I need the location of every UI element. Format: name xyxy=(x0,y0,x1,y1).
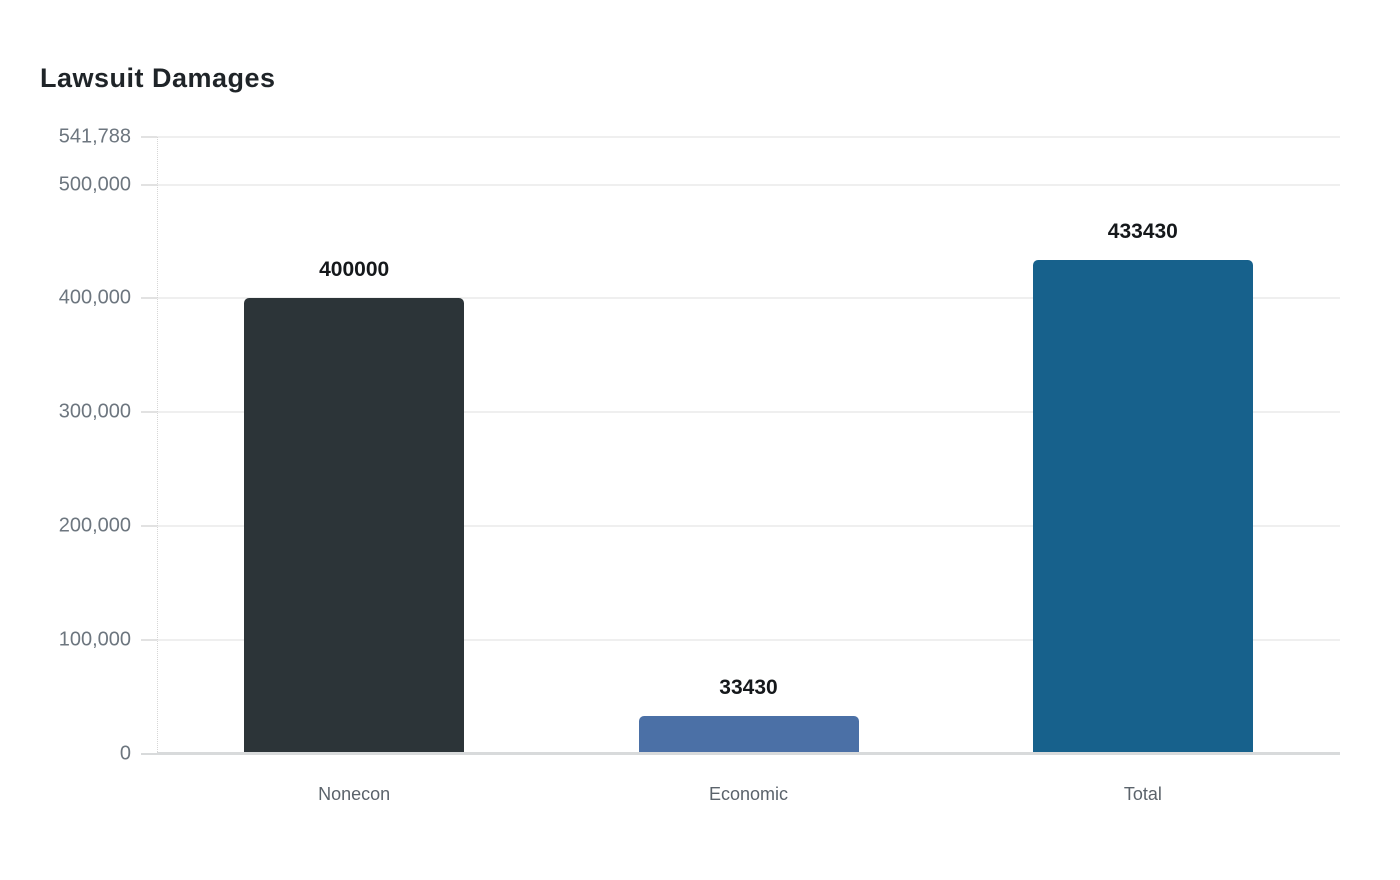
y-tick-label: 541,788 xyxy=(58,125,131,148)
y-tick-mark xyxy=(141,183,157,186)
bar-total[interactable] xyxy=(1032,260,1253,754)
x-axis-label: Economic xyxy=(708,784,789,804)
gridline xyxy=(157,525,1340,528)
x-axis-label: Total xyxy=(1123,784,1162,804)
x-axis-baseline xyxy=(157,752,1340,754)
y-axis-line xyxy=(157,137,158,754)
y-tick-mark xyxy=(141,525,157,528)
gridline xyxy=(157,136,1340,138)
y-tick-label: 400,000 xyxy=(58,286,131,309)
chart-title: Lawsuit Damages xyxy=(40,63,276,93)
plot-area: 0 100,000 200,000 300,000 400,000 500,000 541,… xyxy=(59,126,1340,804)
y-tick-label: 100,000 xyxy=(58,628,131,651)
gridline xyxy=(157,297,1340,300)
y-tick-label: 500,000 xyxy=(58,173,131,196)
y-tick-mark xyxy=(141,753,157,755)
y-tick-label: 300,000 xyxy=(58,400,131,423)
y-tick-mark xyxy=(141,411,157,414)
bar-nonecon[interactable] xyxy=(244,298,465,754)
gridline xyxy=(157,411,1340,414)
gridline xyxy=(157,183,1340,186)
y-tick-label: 0 xyxy=(119,742,131,765)
bar-value-label: 433430 xyxy=(1107,220,1178,244)
x-axis-label: Nonecon xyxy=(318,784,391,804)
y-tick-label: 200,000 xyxy=(58,514,131,537)
gridline xyxy=(157,753,1340,755)
bar-value-label: 33430 xyxy=(719,675,778,699)
bar-value-label: 400000 xyxy=(319,258,390,282)
bar-economic[interactable] xyxy=(638,715,859,754)
y-tick-mark xyxy=(141,136,157,138)
gridline xyxy=(157,639,1340,642)
y-tick-mark xyxy=(141,639,157,642)
y-tick-mark xyxy=(141,297,157,300)
